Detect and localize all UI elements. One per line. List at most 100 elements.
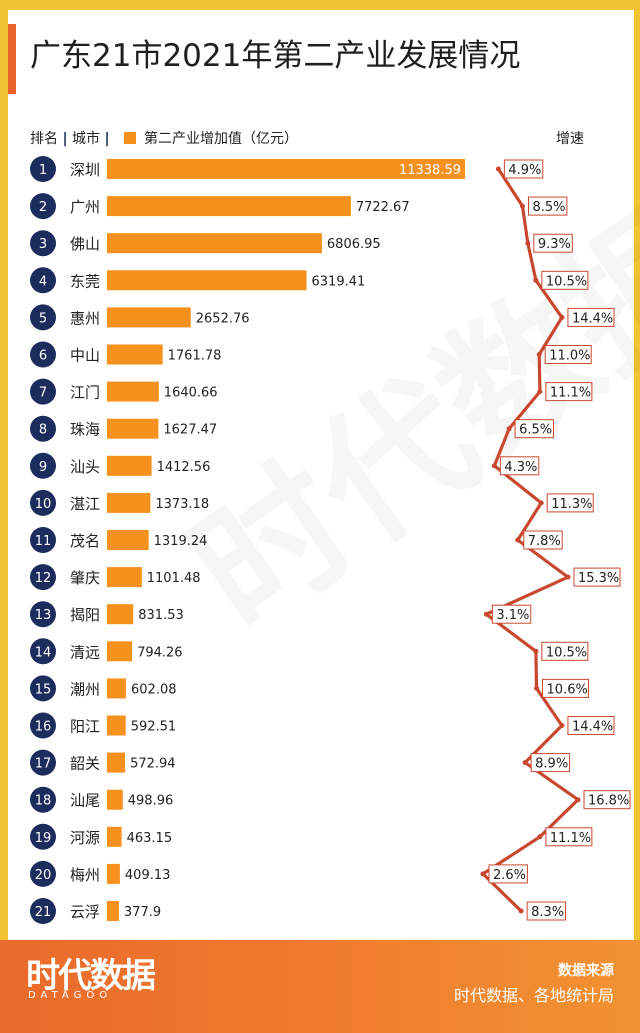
value-label: 463.15 [127,831,173,846]
growth-point [538,500,544,506]
rank-circle [30,452,56,479]
growth-label: 11.1% [550,831,591,846]
rank-label: 12 [35,571,52,586]
rank-label: 10 [35,497,52,512]
value-bar [107,381,159,402]
value-bar [107,789,123,810]
growth-point [480,871,486,877]
growth-label-box [545,382,593,402]
growth-label-box [567,307,615,327]
value-bar [107,826,122,847]
city-label: 江门 [70,384,100,402]
growth-point [559,723,565,728]
growth-point [515,537,521,543]
growth-label-box [499,456,540,476]
growth-label: 2.6% [493,868,526,883]
city-label: 广州 [70,198,100,216]
value-label: 1412.56 [157,460,211,475]
growth-point [506,426,512,432]
value-label: 498.96 [128,794,174,809]
growth-point [491,463,497,469]
rank-circle [30,341,56,368]
city-label: 阳江 [70,718,100,736]
growth-label-box [526,901,567,921]
rank-label: 4 [39,274,47,289]
value-bar [107,641,133,662]
growth-label: 14.4% [572,720,613,735]
legend-label: 第二产业增加值（亿元） [144,131,298,147]
value-bar [107,901,119,921]
rank-circle [30,898,56,924]
value-label: 831.53 [138,608,184,623]
value-label: 7722.67 [356,200,410,215]
growth-label-box [503,159,544,179]
city-label: 深圳 [70,161,100,179]
rank-label: 2 [39,200,47,215]
value-bar [107,418,159,439]
rank-label: 20 [35,868,52,883]
growth-label-box [583,790,631,810]
growth-point [483,611,489,617]
rank-circle [30,267,56,294]
growth-label: 16.8% [588,794,629,809]
source-label: 数据来源 [558,963,614,979]
growth-label-box [542,678,590,698]
value-label: 1640.66 [164,386,218,401]
growth-label-box [573,567,621,587]
value-label: 6319.41 [312,274,366,289]
city-label: 惠州 [70,309,100,327]
rank-circle [30,230,56,257]
value-label: 11338.59 [399,163,461,178]
rank-label: 18 [35,794,52,809]
growth-label: 8.3% [531,905,564,920]
growth-label: 9.3% [538,237,571,252]
left-frame-bar [0,0,8,1033]
city-label: 湛江 [70,495,100,513]
growth-label: 15.3% [578,571,619,586]
growth-point [518,908,524,914]
value-bar [107,604,134,625]
growth-point [534,685,540,691]
value-label: 2652.76 [196,311,250,326]
growth-header: 增速 [556,131,584,147]
city-label: 揭阳 [70,606,100,624]
growth-label-box [544,345,592,364]
value-bar [107,567,142,588]
rank-label: 7 [39,386,47,401]
growth-label-box [533,233,573,253]
growth-point [533,277,539,283]
city-label: 清远 [70,643,100,661]
growth-label: 4.9% [508,163,541,178]
growth-label: 11.0% [549,349,590,364]
growth-label-box [546,493,594,513]
footer-bar [0,940,640,1033]
rank-circle [30,378,56,405]
value-label: 1761.78 [168,349,222,364]
growth-point [525,240,531,246]
city-label: 河源 [70,829,100,847]
rank-circle [30,304,56,331]
value-bar [107,492,151,513]
value-label: 572.94 [130,757,176,772]
header-rank-city: 排名 | 城市 | [30,128,110,148]
growth-point [537,834,543,840]
growth-label: 7.8% [528,534,561,549]
value-bar [107,530,149,550]
header-separator: | [62,131,68,147]
rank-circle [30,675,56,702]
value-label: 1627.47 [163,423,217,438]
growth-point [536,352,542,357]
rank-label: 21 [35,905,52,920]
city-label: 梅州 [70,866,100,884]
rank-circle [30,193,56,220]
rank-label: 5 [39,311,47,326]
growth-label-box [541,641,589,661]
rank-label: 17 [35,757,52,772]
rank-circle [30,749,56,776]
rank-label: 16 [35,720,52,735]
rank-circle [30,860,56,887]
value-label: 377.9 [124,905,161,920]
top-frame-bar [0,0,640,10]
rank-circle [30,823,56,850]
city-label: 云浮 [70,903,100,921]
